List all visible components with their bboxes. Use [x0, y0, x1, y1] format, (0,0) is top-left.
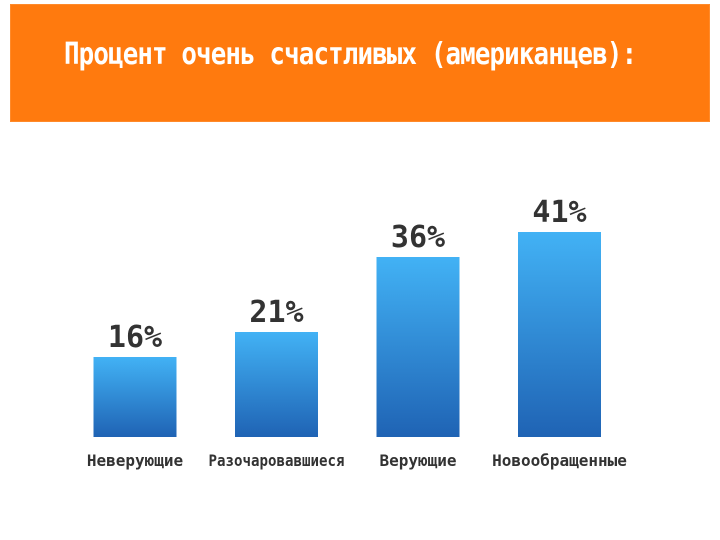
bars-group: 16% Неверующие 21% Разочаровавшиеся 36% Верую…: [87, 195, 627, 470]
bar-4: [518, 232, 601, 437]
bar-value-label: 21%: [249, 295, 303, 330]
bar-value-label: 16%: [108, 320, 162, 355]
category-label: Неверующие: [87, 451, 183, 470]
category-label: Разочаровавшиеся: [209, 451, 345, 470]
bar-3: [376, 257, 460, 437]
bar-value-label: 41%: [532, 195, 586, 230]
category-label: Новообращенные: [492, 451, 627, 470]
bar-2: [235, 332, 318, 437]
bar-1: [93, 357, 177, 437]
chart-title: Процент очень счастливых (американцев):: [64, 37, 637, 72]
title-banner: [10, 4, 710, 122]
bar-value-label: 36%: [391, 220, 445, 255]
category-label: Верующие: [379, 451, 456, 470]
